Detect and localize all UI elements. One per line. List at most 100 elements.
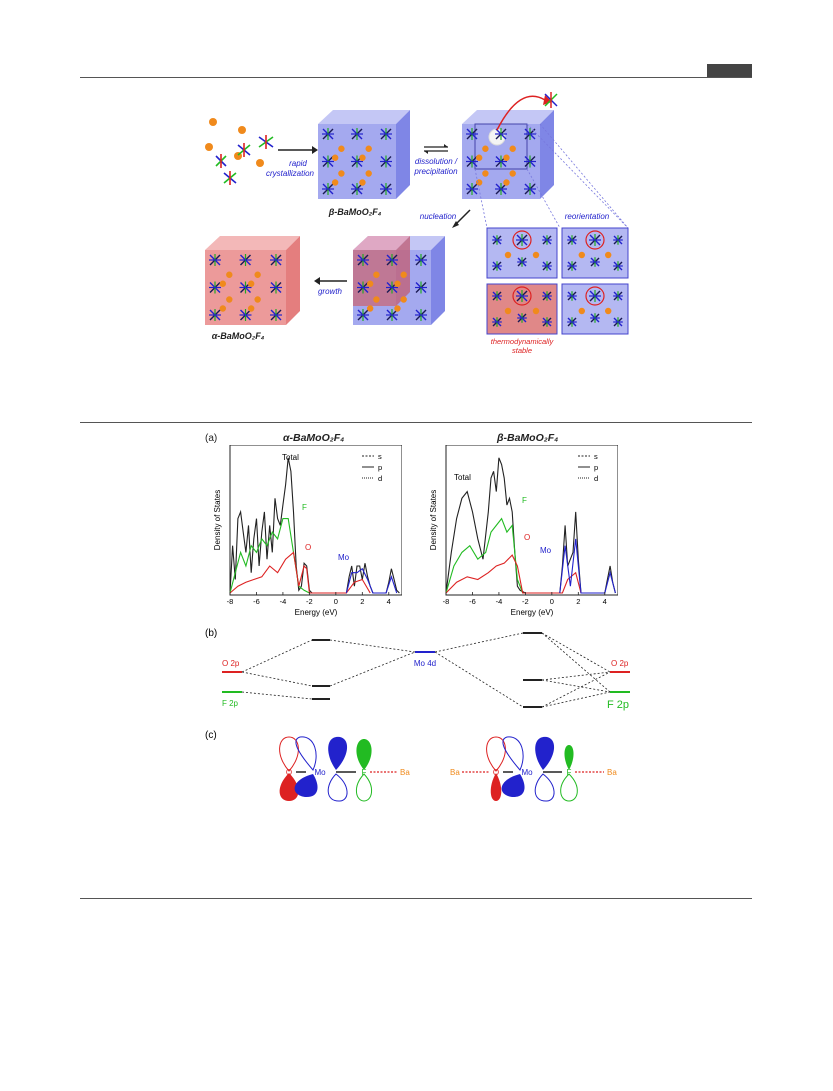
panel-molecules	[492, 230, 623, 327]
label-reorientation: reorientation	[565, 212, 610, 221]
orbital-set-alpha: O Mo F Ba	[279, 736, 410, 802]
mo-octahedron	[613, 317, 623, 327]
mo-octahedron	[492, 317, 502, 327]
x-tick-label: 4	[387, 597, 391, 606]
x-tick-label: -4	[496, 597, 503, 606]
mo-octahedron	[380, 128, 392, 140]
mo-octahedron	[357, 281, 369, 294]
x-tick-label: -4	[280, 597, 287, 606]
mo-octahedron	[239, 309, 252, 321]
mo-octahedron	[613, 291, 623, 301]
legend-p: p	[378, 463, 382, 472]
dos-left-title: α-BaMoO₂F₄	[283, 432, 345, 444]
legend: s p d	[362, 452, 382, 483]
ba-atom	[400, 271, 407, 278]
mo-octahedron	[386, 254, 398, 266]
label-total: Total	[454, 473, 471, 482]
mo-octahedron	[542, 291, 552, 301]
x-tick-label: 2	[360, 597, 364, 606]
label-Mo: Mo	[540, 546, 552, 555]
label-dissolution: dissolution /	[415, 157, 458, 166]
legend: s p d	[578, 452, 598, 483]
ba-atom	[475, 179, 483, 186]
series-total	[445, 457, 616, 594]
mo-octahedron	[495, 128, 507, 140]
mo-octahedron	[542, 317, 552, 327]
equilibrium-arrows	[424, 144, 448, 154]
atom-Ba-left: Ba	[450, 768, 460, 777]
mo-octahedron	[589, 234, 601, 246]
legend-d: d	[378, 474, 382, 483]
ba-atom	[366, 280, 374, 287]
orbital-set-beta: Ba O Mo F Ba	[450, 736, 617, 802]
label-o2p-right: O 2p	[611, 659, 629, 668]
ba-atom	[503, 154, 510, 161]
series-f	[445, 517, 524, 594]
ba-atom	[254, 271, 261, 278]
beta-molecule-grid	[322, 128, 392, 195]
mo-octahedron	[415, 281, 427, 294]
legend-s: s	[594, 452, 598, 461]
label-f2p-right: F 2p	[607, 699, 629, 711]
ba-atom	[219, 305, 227, 312]
x-tick-label: -8	[227, 597, 234, 606]
mo-octahedron	[590, 257, 600, 267]
mo-octahedron	[415, 309, 427, 321]
ba-atom	[394, 305, 401, 312]
panel-c-tag: (c)	[205, 730, 217, 741]
dos-right-title: β-BaMoO₂F₄	[497, 432, 559, 444]
mo-octahedron	[322, 183, 334, 195]
mo-octahedron	[322, 128, 334, 140]
ba-atom	[365, 170, 372, 177]
mo-octahedron	[492, 291, 502, 301]
ba-atom	[359, 179, 366, 186]
highlight-ring	[585, 286, 605, 306]
ba-atom	[331, 154, 339, 161]
bottom-rule	[80, 898, 752, 899]
highlight-ring	[512, 286, 532, 306]
series-mo	[559, 538, 616, 594]
x-tick-label: -8	[443, 597, 450, 606]
red-release-arrow	[496, 95, 546, 131]
ba-atom	[331, 179, 339, 186]
ba-atom	[247, 280, 255, 287]
label-crystallization: crystallization	[266, 169, 315, 178]
label-thermodynamically: thermodynamically	[491, 337, 555, 346]
guide-lines	[474, 123, 629, 229]
mo-octahedron	[351, 128, 363, 140]
mo-octahedron	[380, 155, 392, 168]
beta-label: β-BaMoO₂F₄	[328, 207, 382, 217]
ba-atom	[509, 170, 516, 177]
x-tick-label: -2	[522, 597, 529, 606]
xlabel: Energy (eV)	[295, 608, 338, 617]
ba-atom	[226, 271, 233, 278]
atom-Mo: Mo	[521, 768, 533, 777]
ba-atom	[247, 305, 255, 312]
mo-octahedron	[567, 317, 577, 327]
series-mo	[345, 567, 398, 594]
mo-octahedron	[613, 261, 623, 271]
label-precipitation: precipitation	[413, 167, 458, 176]
atom-Mo: Mo	[314, 768, 326, 777]
x-tick-label: 4	[603, 597, 607, 606]
legend-p: p	[594, 463, 598, 472]
series-o	[445, 554, 582, 594]
mo-octahedron	[209, 254, 221, 266]
ba-atom	[482, 145, 489, 152]
ba-atom	[373, 271, 380, 278]
label-growth: growth	[318, 287, 343, 296]
mo-octahedron	[524, 155, 536, 168]
x-tick-label: 0	[334, 597, 338, 606]
ba-atom	[509, 145, 516, 152]
x-tick-label: 2	[576, 597, 580, 606]
ba-atom	[578, 251, 585, 259]
label-O: O	[524, 533, 530, 542]
ba-atom	[226, 296, 233, 303]
ba-atom	[338, 145, 345, 152]
highlight-ring	[512, 230, 532, 250]
plot-frame	[229, 445, 402, 596]
atom-O: O	[286, 768, 292, 777]
alpha-label: α-BaMoO₂F₄	[212, 331, 265, 341]
series-o	[229, 551, 371, 594]
legend-d: d	[594, 474, 598, 483]
